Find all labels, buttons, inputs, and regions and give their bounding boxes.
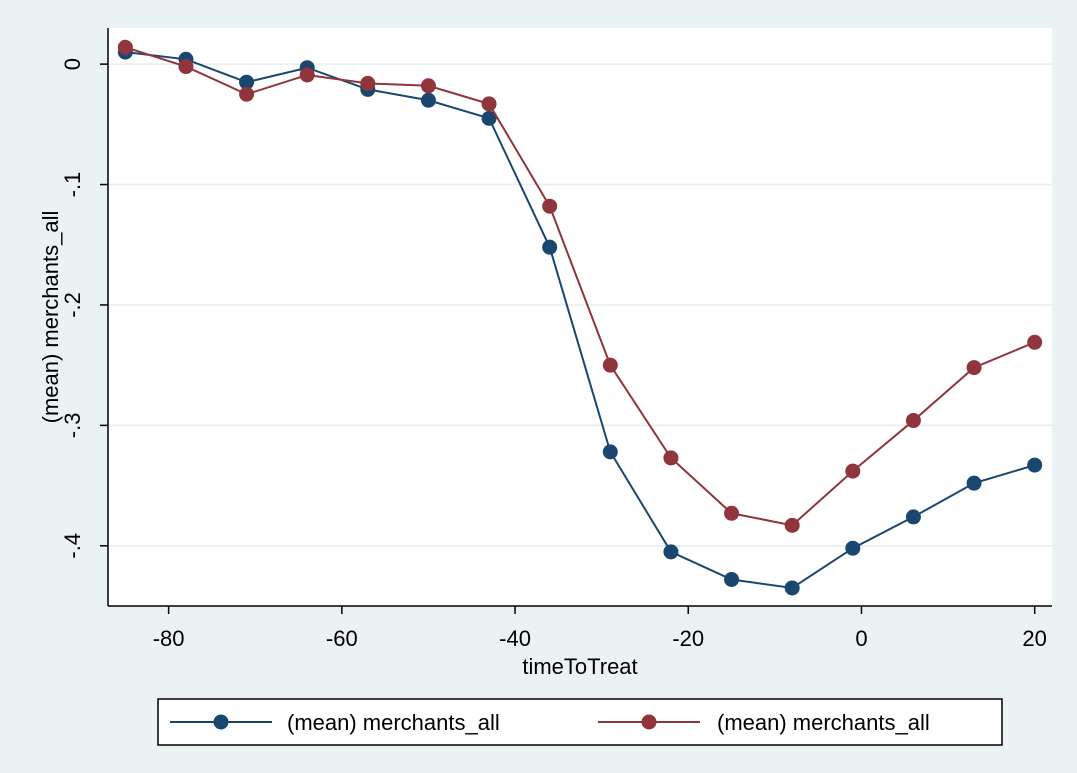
x-tick-label-2: -40 (499, 626, 531, 651)
x-tick-label-3: -20 (672, 626, 704, 651)
series-2-point-10 (724, 506, 739, 521)
y-tick-label-3: -.3 (60, 413, 85, 439)
series-2-point-9 (663, 450, 678, 465)
series-1-point-14 (967, 476, 982, 491)
series-2-point-13 (906, 413, 921, 428)
x-tick-label-0: -80 (153, 626, 185, 651)
series-1-point-15 (1027, 458, 1042, 473)
legend-label-series-2: (mean) merchants_all (717, 710, 930, 735)
series-2-point-11 (785, 518, 800, 533)
series-1-point-12 (845, 541, 860, 556)
series-1-point-10 (724, 572, 739, 587)
series-1-point-5 (421, 93, 436, 108)
y-tick-label-0: 0 (60, 58, 85, 70)
series-2-point-0 (118, 40, 133, 55)
series-1-point-13 (906, 509, 921, 524)
series-2-point-14 (967, 360, 982, 375)
legend-marker-series-1 (214, 715, 229, 730)
series-2-point-5 (421, 78, 436, 93)
x-tick-label-5: 20 (1022, 626, 1046, 651)
legend-marker-series-2 (642, 715, 657, 730)
series-2-point-8 (603, 358, 618, 373)
series-1-point-11 (785, 580, 800, 595)
series-2-point-3 (300, 67, 315, 82)
series-2-point-7 (542, 199, 557, 214)
y-tick-label-4: -.4 (60, 533, 85, 559)
legend: (mean) merchants_all (mean) merchants_al… (158, 699, 1002, 745)
y-tick-label-2: -.2 (60, 292, 85, 318)
series-1-point-7 (542, 240, 557, 255)
series-2-point-2 (239, 87, 254, 102)
x-tick-label-4: 0 (855, 626, 867, 651)
legend-label-series-1: (mean) merchants_all (287, 710, 500, 735)
series-1-point-9 (663, 544, 678, 559)
y-tick-label-1: -.1 (60, 172, 85, 198)
series-2-point-12 (845, 464, 860, 479)
series-2-point-6 (482, 96, 497, 111)
y-axis-title: (mean) merchants_all (38, 211, 63, 424)
series-1-point-8 (603, 444, 618, 459)
series-2-point-4 (360, 76, 375, 91)
series-2-point-1 (178, 59, 193, 74)
x-axis-title: timeToTreat (522, 654, 637, 679)
series-2-point-15 (1027, 335, 1042, 350)
x-tick-label-1: -60 (326, 626, 358, 651)
